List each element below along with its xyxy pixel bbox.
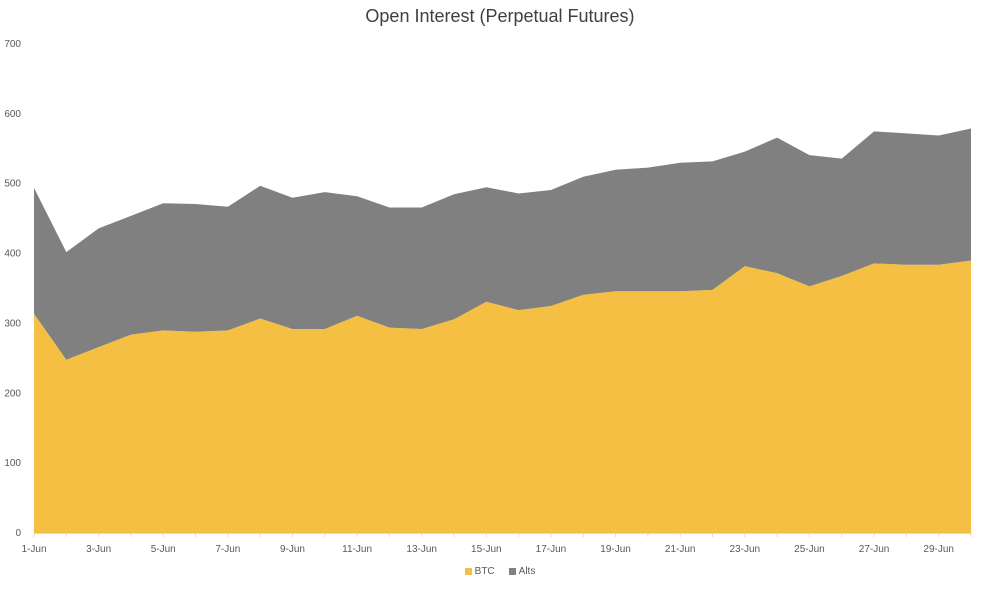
y-tick-label: 200 <box>4 388 21 399</box>
legend-swatch <box>464 568 472 575</box>
x-tick-label: 15-Jun <box>471 544 502 555</box>
legend-item-btc: BTC <box>464 566 495 577</box>
x-tick-label: 19-Jun <box>600 544 631 555</box>
x-tick-label: 13-Jun <box>406 544 437 555</box>
y-tick-label: 300 <box>4 318 21 329</box>
chart-title: Open Interest (Perpetual Futures) <box>365 6 635 26</box>
x-tick-label: 5-Jun <box>151 544 176 555</box>
x-tick-label: 3-Jun <box>86 544 111 555</box>
x-tick-label: 7-Jun <box>215 544 240 555</box>
x-tick-label: 27-Jun <box>859 544 890 555</box>
x-tick-label: 29-Jun <box>923 544 954 555</box>
area-series-alts <box>34 128 971 360</box>
x-tick-label: 25-Jun <box>794 544 825 555</box>
y-tick-label: 100 <box>4 458 21 469</box>
x-tick-label: 17-Jun <box>536 544 567 555</box>
y-tick-label: 500 <box>4 179 21 190</box>
x-tick-label: 23-Jun <box>730 544 761 555</box>
legend-label: BTC <box>474 566 495 577</box>
y-tick-label: 700 <box>4 39 21 50</box>
legend-swatch <box>508 568 516 575</box>
y-axis: 0 100 200 300 400 500 600 700 <box>4 39 21 539</box>
x-tick-label: 21-Jun <box>665 544 696 555</box>
legend-item-alts: Alts <box>508 566 536 577</box>
x-axis: 1-Jun 3-Jun 5-Jun 7-Jun 9-Jun 11-Jun 13-Jun 15-… <box>21 533 972 555</box>
plot-area <box>34 128 971 533</box>
y-tick-label: 0 <box>15 528 21 539</box>
y-tick-label: 400 <box>4 249 21 260</box>
x-tick-label: 11-Jun <box>342 544 372 555</box>
x-tick-label: 9-Jun <box>280 544 305 555</box>
legend-label: Alts <box>518 566 536 577</box>
y-tick-label: 600 <box>4 109 21 120</box>
x-tick-label: 1-Jun <box>21 544 46 555</box>
legend: BTC Alts <box>0 566 1000 577</box>
area-series-btc <box>34 260 971 533</box>
